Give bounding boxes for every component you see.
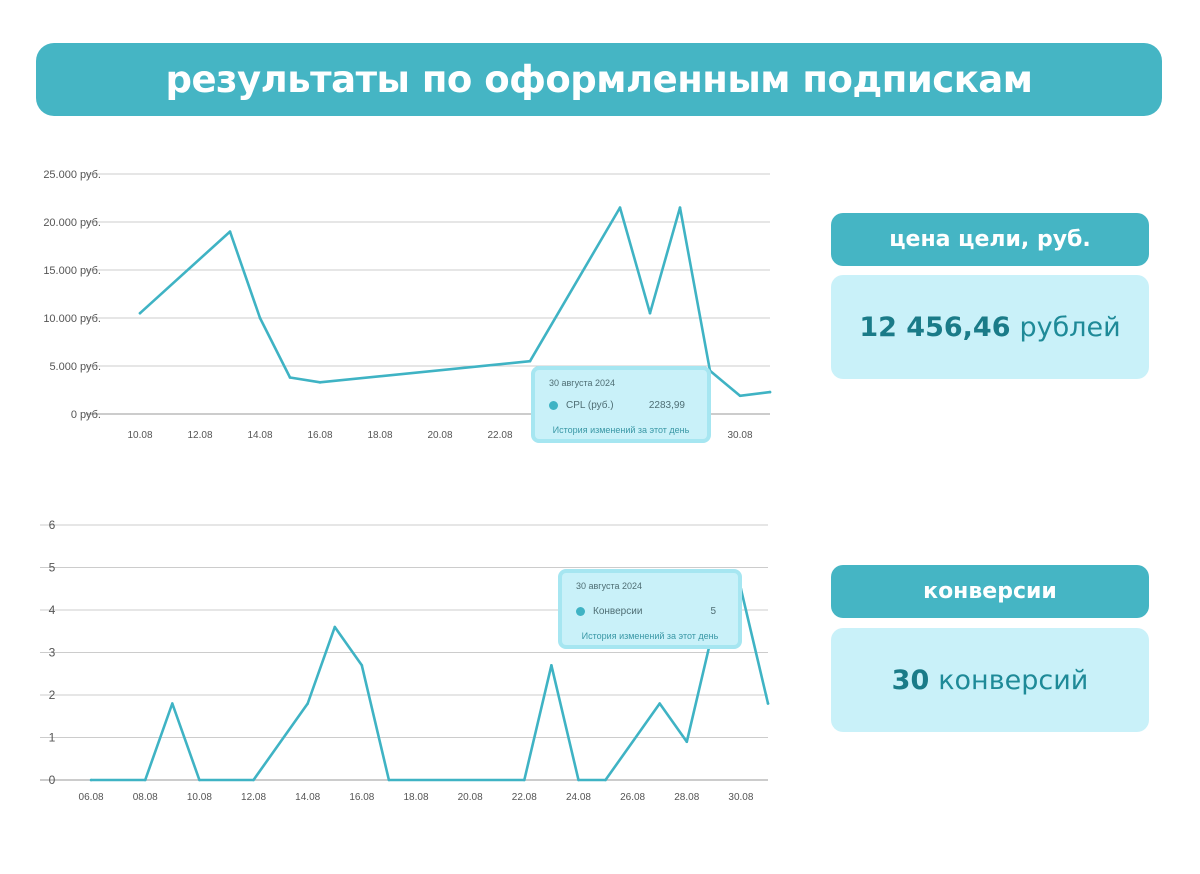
y-tick-label: 2	[49, 688, 56, 702]
data-point	[258, 316, 262, 320]
cpl-unit: рублей	[1019, 311, 1121, 343]
data-point	[678, 206, 682, 209]
tooltip-date: 30 августа 2024	[576, 581, 643, 591]
x-tick-label: 16.08	[349, 792, 374, 803]
data-point	[89, 778, 93, 782]
title-banner: результаты по оформленным подпискам	[36, 43, 1162, 116]
data-point	[318, 381, 322, 384]
tooltip-history-link[interactable]: История изменений за этот день	[581, 631, 719, 641]
series-line	[138, 206, 772, 398]
data-point	[648, 311, 652, 315]
data-point	[768, 390, 772, 394]
tooltip-history-link[interactable]: История изменений за этот день	[552, 425, 690, 435]
data-point	[143, 778, 147, 782]
data-point	[523, 778, 526, 782]
x-tick-label: 18.08	[367, 430, 392, 441]
series-dot-icon	[576, 607, 585, 616]
x-tick-label: 20.08	[458, 792, 483, 803]
data-point	[618, 206, 622, 209]
page-title: результаты по оформленным подпискам	[165, 58, 1033, 101]
tooltip-label: CPL (руб.)	[566, 400, 614, 411]
tooltip-value: 5	[710, 606, 716, 617]
cpl-tooltip: 30 августа 2024 CPL (руб.) 2283,99 Истор…	[531, 366, 711, 443]
x-tick-label: 20.08	[427, 430, 452, 441]
tooltip-row: CPL (руб.) 2283,99	[549, 400, 685, 411]
x-tick-label: 30.08	[727, 430, 752, 441]
tooltip-value: 2283,99	[648, 400, 685, 411]
data-point	[288, 376, 292, 379]
conversions-chart: 0 1 2 3 4 5 6 06.08 08.08 10.08 12.08 14.08 16.08 18.…	[40, 518, 770, 803]
conversions-unit: конверсий	[938, 664, 1089, 696]
y-tick-label: 3	[49, 646, 56, 660]
data-point	[658, 702, 661, 705]
conversions-card-value: 30 конверсий	[831, 628, 1149, 732]
data-point	[306, 702, 309, 705]
y-tick-label: 1	[49, 731, 56, 745]
x-tick-label: 10.08	[187, 792, 212, 803]
y-tick-label: 0 руб.	[71, 409, 101, 421]
x-tick-label: 06.08	[79, 792, 104, 803]
x-tick-label: 24.08	[566, 792, 591, 803]
conversions-card-title-text: конверсии	[923, 579, 1057, 604]
x-tick-label: 22.08	[512, 792, 537, 803]
x-tick-label: 14.08	[247, 430, 272, 441]
x-tick-label: 12.08	[187, 430, 212, 441]
x-tick-label: 08.08	[133, 792, 158, 803]
conversions-value: 30	[891, 664, 930, 696]
x-tick-label: 12.08	[241, 792, 266, 803]
y-tick-label: 0	[49, 773, 56, 787]
data-point	[387, 778, 391, 782]
y-tick-label: 5.000 руб.	[49, 361, 101, 373]
cpl-card-value: 12 456,46 рублей	[831, 275, 1149, 379]
tooltip-date: 30 августа 2024	[549, 378, 616, 388]
cpl-chart: 0 руб. 5.000 руб. 10.000 руб. 15.000 руб. 20…	[43, 169, 772, 441]
y-tick-label: 4	[49, 603, 56, 617]
series-dot-icon	[549, 401, 558, 410]
data-point	[171, 702, 174, 705]
cpl-card-title-text: цена цели, руб.	[889, 227, 1091, 252]
y-tick-label: 20.000 руб.	[43, 217, 101, 229]
x-tick-label: 18.08	[403, 792, 428, 803]
y-tick-label: 5	[49, 561, 56, 575]
data-point	[685, 740, 689, 744]
y-tick-label: 15.000 руб.	[43, 265, 101, 277]
data-point	[550, 663, 553, 667]
data-point	[360, 663, 364, 667]
data-point	[138, 311, 142, 315]
x-tick-label: 30.08	[728, 792, 753, 803]
x-tick-label: 16.08	[307, 430, 332, 441]
data-point	[252, 778, 255, 782]
x-tick-label: 22.08	[487, 430, 512, 441]
cpl-card-title: цена цели, руб.	[831, 213, 1149, 266]
y-tick-label: 10.000 руб.	[43, 313, 101, 325]
x-tick-label: 14.08	[295, 792, 320, 803]
tooltip-label: Конверсии	[593, 606, 643, 617]
series-line	[89, 587, 770, 782]
data-point	[333, 625, 337, 629]
cpl-value: 12 456,46	[859, 311, 1011, 343]
conversions-card-title: конверсии	[831, 565, 1149, 618]
data-point	[577, 778, 580, 782]
data-point	[738, 394, 742, 398]
data-point	[766, 702, 770, 705]
x-tick-label: 28.08	[674, 792, 699, 803]
conversions-tooltip: 30 августа 2024 Конверсии 5 История изме…	[558, 569, 742, 649]
data-point	[604, 778, 607, 782]
tooltip-row: Конверсии 5	[576, 606, 716, 617]
x-tick-label: 26.08	[620, 792, 645, 803]
data-point	[228, 230, 232, 233]
x-tick-label: 10.08	[127, 430, 152, 441]
data-point	[198, 778, 201, 782]
y-tick-label: 25.000 руб.	[43, 169, 101, 181]
data-point	[528, 359, 532, 363]
y-tick-label: 6	[49, 518, 56, 532]
